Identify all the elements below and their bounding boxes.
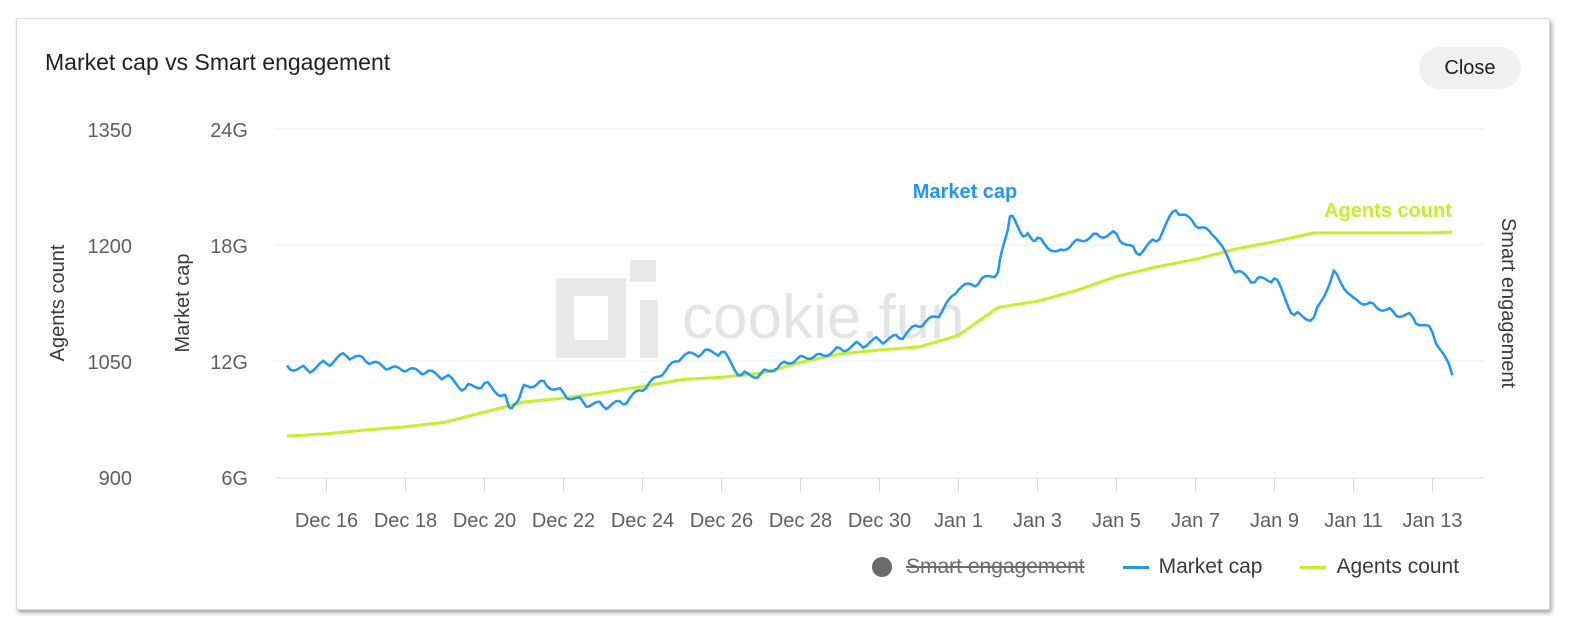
smart-engagement-axis-title: Smart engagement: [1497, 218, 1519, 389]
x-tick-label: Dec 22: [532, 510, 595, 532]
agents-axis-title: Agents count: [47, 244, 69, 361]
marketcap-tick-label: 24G: [210, 120, 248, 142]
agents-tick-label: 900: [99, 468, 132, 490]
legend-line-icon: [1300, 565, 1327, 569]
gridlines: [275, 128, 1484, 362]
marketcap-tick-label: 18G: [210, 236, 248, 258]
agents-count-annotation: Agents count: [1324, 200, 1452, 222]
x-tick-label: Dec 16: [295, 510, 358, 532]
legend-label-smart-engagement: Smart engagement: [906, 555, 1085, 578]
watermark-text: cookie.fun: [682, 283, 965, 352]
legend-item-market-cap[interactable]: Market cap: [1122, 555, 1263, 579]
marketcap-tick-label: 12G: [210, 352, 248, 374]
agents-count-line: [286, 230, 1453, 438]
x-tick-label: Dec 24: [611, 510, 674, 532]
x-tick-label: Dec 30: [848, 510, 911, 532]
legend-item-agents-count[interactable]: Agents count: [1300, 555, 1459, 579]
legend-label-market-cap: Market cap: [1158, 555, 1263, 578]
chart-title: Market cap vs Smart engagement: [45, 49, 391, 75]
market-cap-line: [286, 209, 1454, 411]
chart-legend: Smart engagement Market cap Agents count: [872, 555, 1459, 579]
x-tick-label: Jan 1: [934, 510, 983, 532]
marketcap-axis-ticks: 24G 18G 12G 6G: [210, 120, 248, 490]
close-button[interactable]: Close: [1419, 47, 1521, 89]
legend-line-icon: [1122, 565, 1149, 569]
x-tick-label: Jan 11: [1324, 510, 1383, 532]
x-tick-label: Dec 20: [453, 510, 516, 532]
market-cap-annotation: Market cap: [913, 181, 1018, 203]
legend-dot-icon: [872, 557, 892, 577]
agents-tick-label: 1050: [88, 352, 133, 374]
x-tick-label: Jan 9: [1250, 510, 1299, 532]
legend-label-agents-count: Agents count: [1336, 555, 1460, 578]
x-tick-label: Dec 28: [769, 510, 832, 532]
x-tick-label: Jan 3: [1013, 510, 1062, 532]
watermark: cookie.fun: [556, 260, 965, 358]
x-tick-label: Dec 26: [690, 510, 753, 532]
agents-tick-label: 1350: [88, 120, 133, 142]
agents-tick-label: 1200: [88, 236, 133, 258]
x-tick-label: Jan 7: [1171, 510, 1220, 532]
cookie-logo-icon: [556, 260, 658, 358]
marketcap-tick-label: 6G: [221, 468, 248, 490]
x-tick-label: Jan 5: [1092, 510, 1141, 532]
agents-axis-ticks: 1350 1200 1050 900: [88, 120, 133, 490]
x-tick-label: Jan 13: [1402, 510, 1462, 532]
x-tick-label: Dec 18: [374, 510, 437, 532]
legend-item-smart-engagement[interactable]: Smart engagement: [872, 555, 1085, 579]
x-axis-ticks: Dec 16 Dec 18 Dec 20 Dec 22 Dec 24 Dec 26 Dec …: [295, 478, 1463, 532]
marketcap-axis-title: Market cap: [172, 254, 194, 353]
